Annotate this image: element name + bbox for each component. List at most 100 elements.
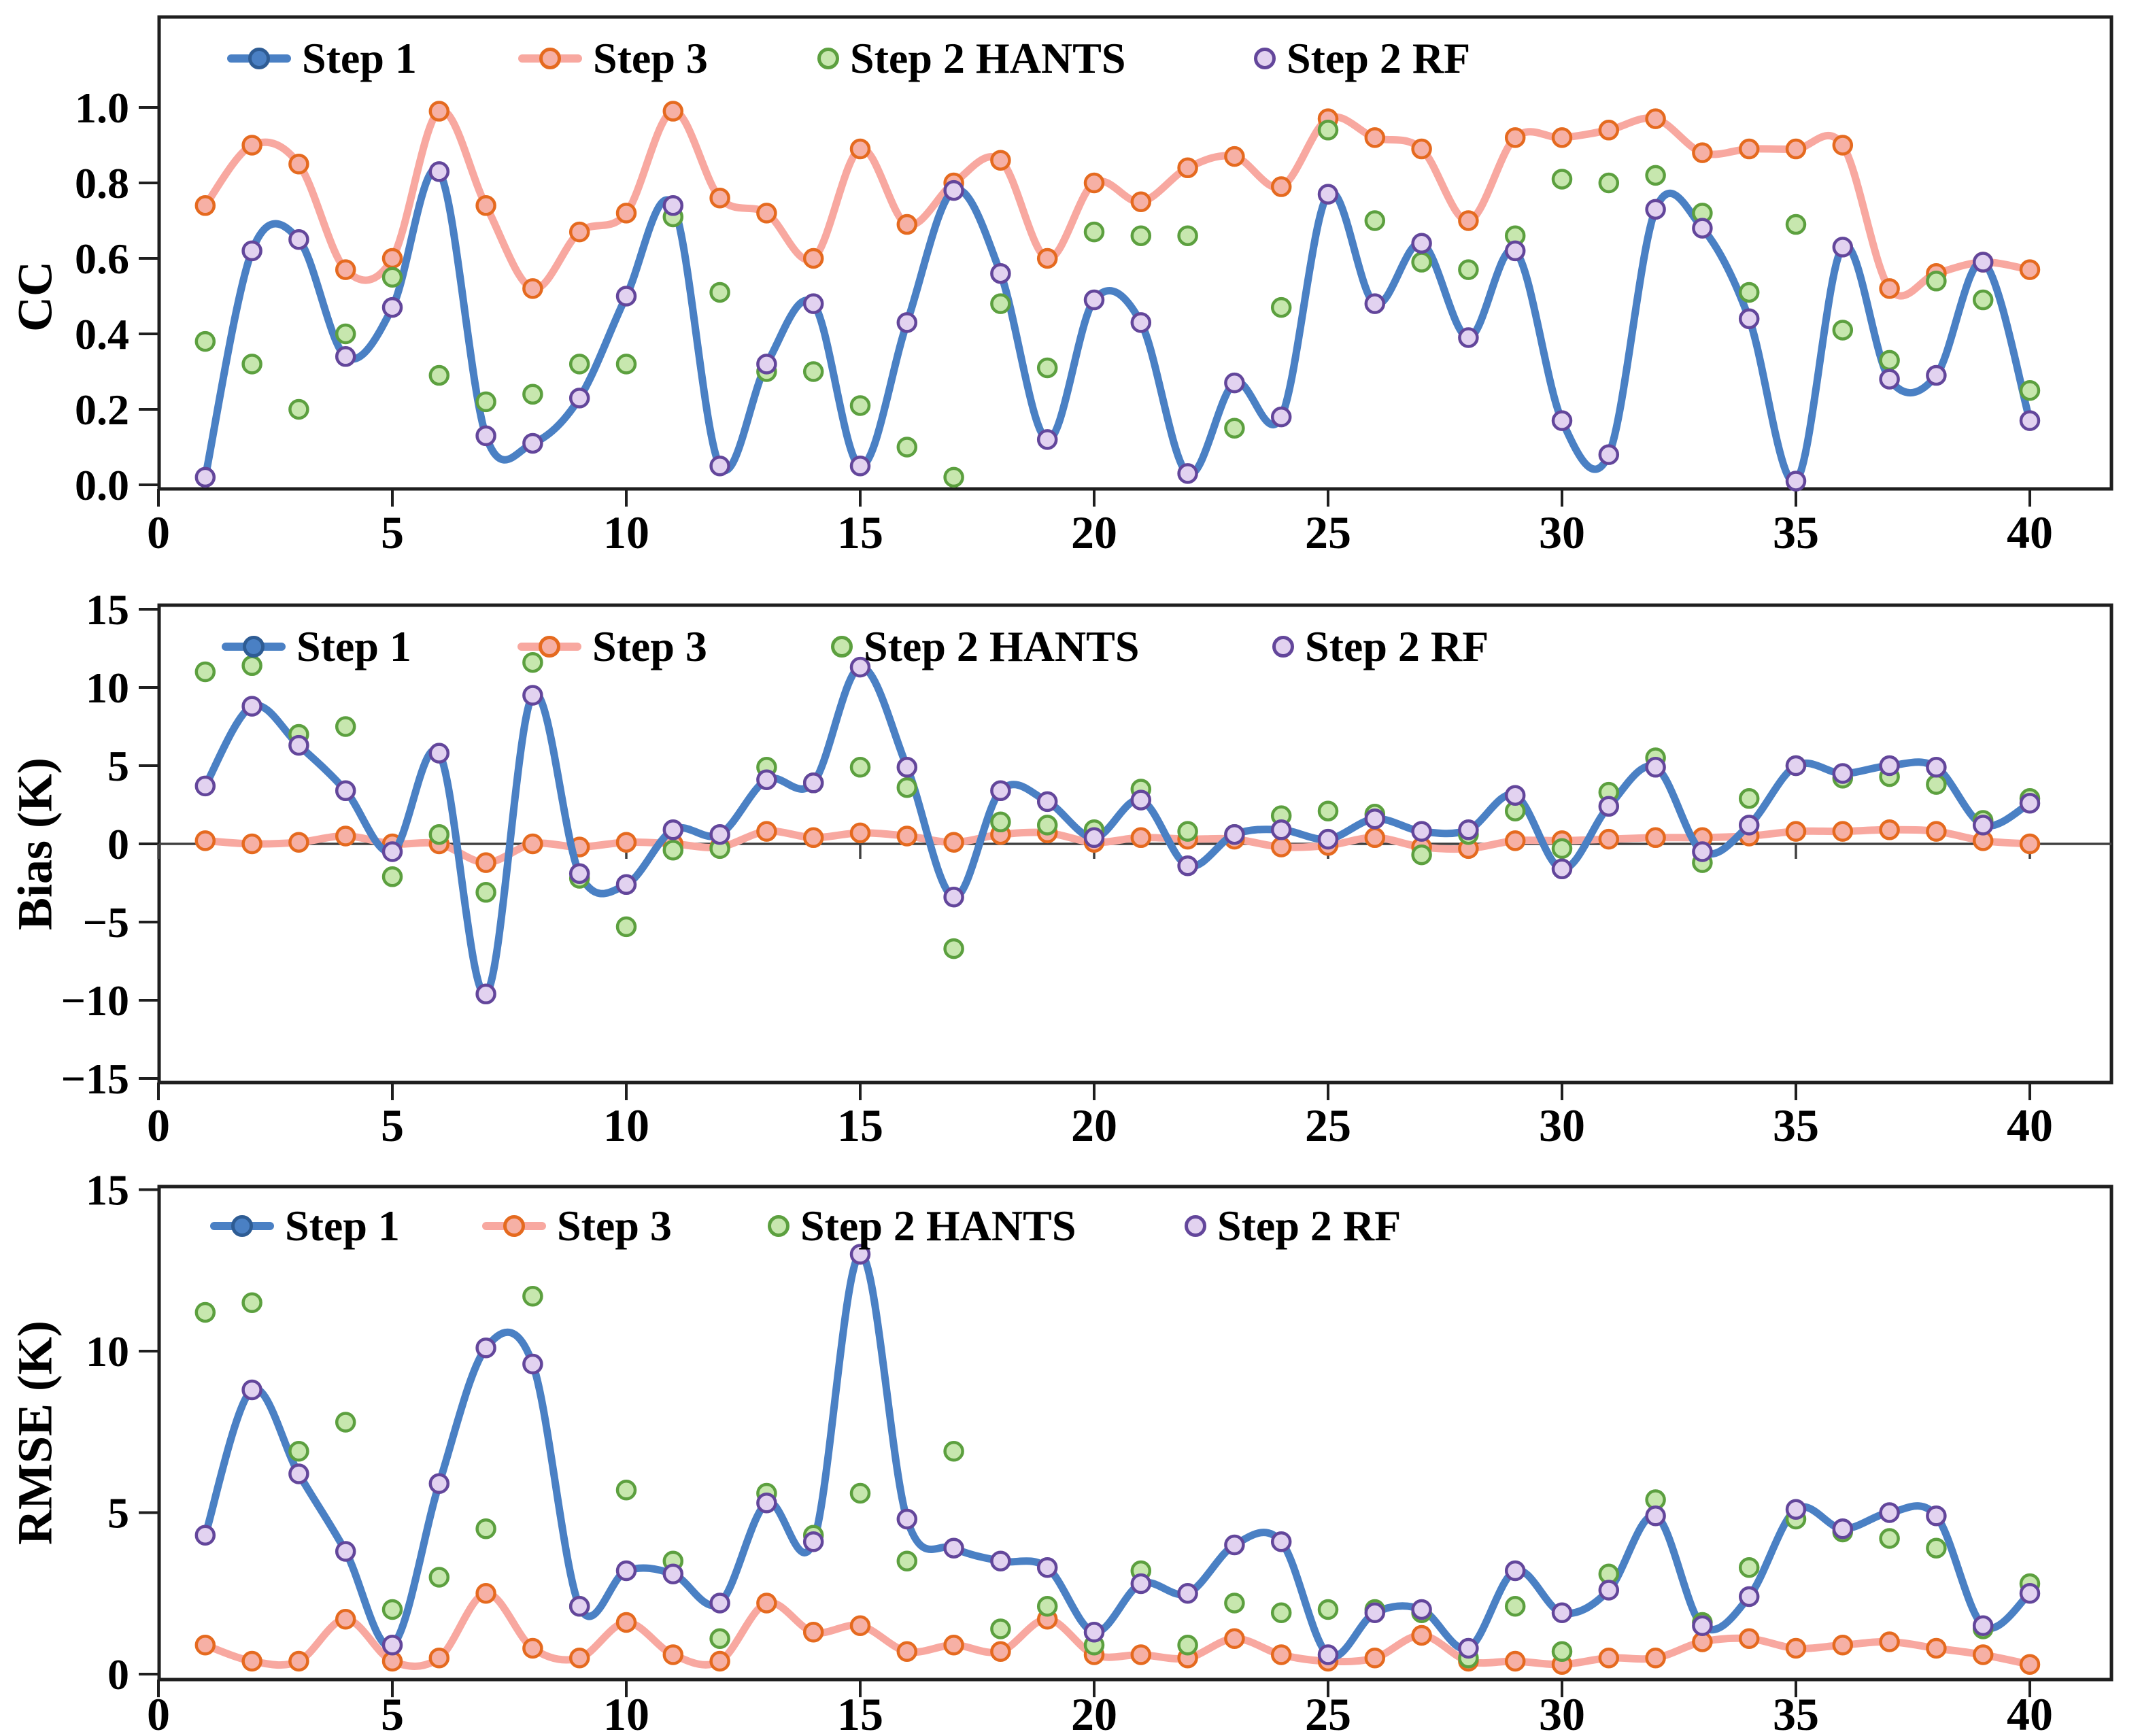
rf-point <box>1832 763 1854 784</box>
hants-point <box>615 354 637 375</box>
hants-point <box>428 364 450 386</box>
rf-point <box>2019 1583 2041 1604</box>
x-tick-label: 40 <box>2007 1688 2053 1736</box>
step3-point <box>1832 821 1854 842</box>
hants-point <box>475 882 496 903</box>
step3-point <box>662 1644 684 1665</box>
step3-point <box>615 832 637 853</box>
step3-point <box>1738 138 1760 160</box>
step3-point <box>288 832 309 853</box>
step3-point <box>475 852 496 873</box>
legend-item-step3: Step 3 <box>518 33 708 84</box>
hants-point <box>475 391 496 413</box>
step3-point <box>662 101 684 122</box>
rf-point <box>849 1244 871 1265</box>
rf-point <box>1317 1644 1339 1665</box>
hants-point <box>662 839 684 861</box>
step1-legend-marker-icon <box>222 636 286 658</box>
hants-point <box>522 651 543 673</box>
rf-point <box>1551 410 1573 431</box>
rf-point <box>1645 1505 1666 1527</box>
rf-point <box>1083 1622 1105 1643</box>
step3-point <box>896 214 918 235</box>
rf-point <box>990 1550 1011 1571</box>
step3-point <box>522 1637 543 1659</box>
rf-point <box>1130 789 1152 811</box>
step3-point <box>1926 821 1947 842</box>
step1-legend-marker-icon <box>227 48 291 69</box>
x-tick-label: 30 <box>1539 507 1585 558</box>
legend-item-step3: Step 3 <box>482 1200 672 1252</box>
hants-markers <box>194 120 2041 488</box>
rf-point <box>1972 1615 1994 1636</box>
rf-point <box>241 696 262 717</box>
rf-point <box>1785 471 1807 492</box>
rf-point <box>709 1593 730 1614</box>
step3-point <box>1411 1624 1432 1646</box>
hants-point <box>896 777 918 798</box>
rf-point <box>1879 1502 1900 1523</box>
rf-point <box>335 780 356 802</box>
rf-point <box>662 1563 684 1584</box>
step3-point <box>1130 827 1152 849</box>
rf-point <box>662 819 684 840</box>
step3-point <box>990 150 1011 171</box>
step3-point <box>2019 259 2041 280</box>
rf-point <box>1926 757 1947 778</box>
x-tick-label: 40 <box>2007 507 2053 558</box>
step3-point <box>568 221 590 243</box>
step3-point <box>1504 127 1526 148</box>
rf-point <box>802 1531 824 1552</box>
rf-point <box>1364 293 1386 314</box>
hants-point <box>615 916 637 938</box>
x-tick-label: 20 <box>1071 1688 1117 1736</box>
y-tick-label: 10 <box>86 1327 129 1376</box>
rf-point <box>1785 1499 1807 1520</box>
step3-point <box>709 1650 730 1672</box>
rf-point <box>288 734 309 756</box>
rf-point <box>896 1508 918 1530</box>
rf-point <box>1411 821 1432 842</box>
rf-point <box>381 1635 403 1656</box>
y-tick-label: 0.6 <box>75 235 129 283</box>
rf-point <box>1083 289 1105 311</box>
x-tick-label: 30 <box>1539 1100 1585 1151</box>
legend-item-hants: Step 2 HANTS <box>817 33 1125 84</box>
hants-point <box>1317 120 1339 141</box>
x-tick-label: 40 <box>2007 1100 2053 1151</box>
rf-point <box>709 823 730 845</box>
hants-legend-marker-icon <box>817 48 839 69</box>
hants-point <box>1458 259 1479 280</box>
step3-legend-marker-icon <box>517 636 581 658</box>
rf-point <box>849 656 871 678</box>
hants-point <box>709 282 730 303</box>
rf-point <box>288 1463 309 1484</box>
step3-line <box>201 1589 2034 1670</box>
hants-point <box>896 1550 918 1571</box>
y-tick-label: 0.0 <box>75 461 129 509</box>
x-tick-label: 10 <box>603 507 649 558</box>
rf-point <box>1317 184 1339 205</box>
rf-point <box>1270 819 1292 840</box>
rf-point <box>1645 757 1666 778</box>
step1-legend-marker-icon <box>210 1215 274 1237</box>
hants-point <box>1036 1596 1058 1617</box>
x-tick-label: 15 <box>837 1688 883 1736</box>
step3-point <box>428 1648 450 1669</box>
rf-point <box>194 1525 216 1546</box>
step3-point <box>522 278 543 299</box>
step3-point <box>288 1650 309 1672</box>
rf-point <box>802 293 824 314</box>
x-tick-label: 0 <box>147 507 170 558</box>
y-tick-label: 0 <box>107 1650 129 1699</box>
legend-item-hants: Step 2 HANTS <box>768 1200 1076 1252</box>
step3-point <box>475 1583 496 1604</box>
hants-point <box>990 1618 1011 1639</box>
step3-point <box>1036 248 1058 269</box>
rf-point <box>802 772 824 794</box>
rf-point <box>1083 827 1105 849</box>
hants-point <box>1926 1537 1947 1559</box>
rf-point <box>194 466 216 488</box>
rf-point <box>1177 463 1198 484</box>
step3-point <box>896 826 918 847</box>
